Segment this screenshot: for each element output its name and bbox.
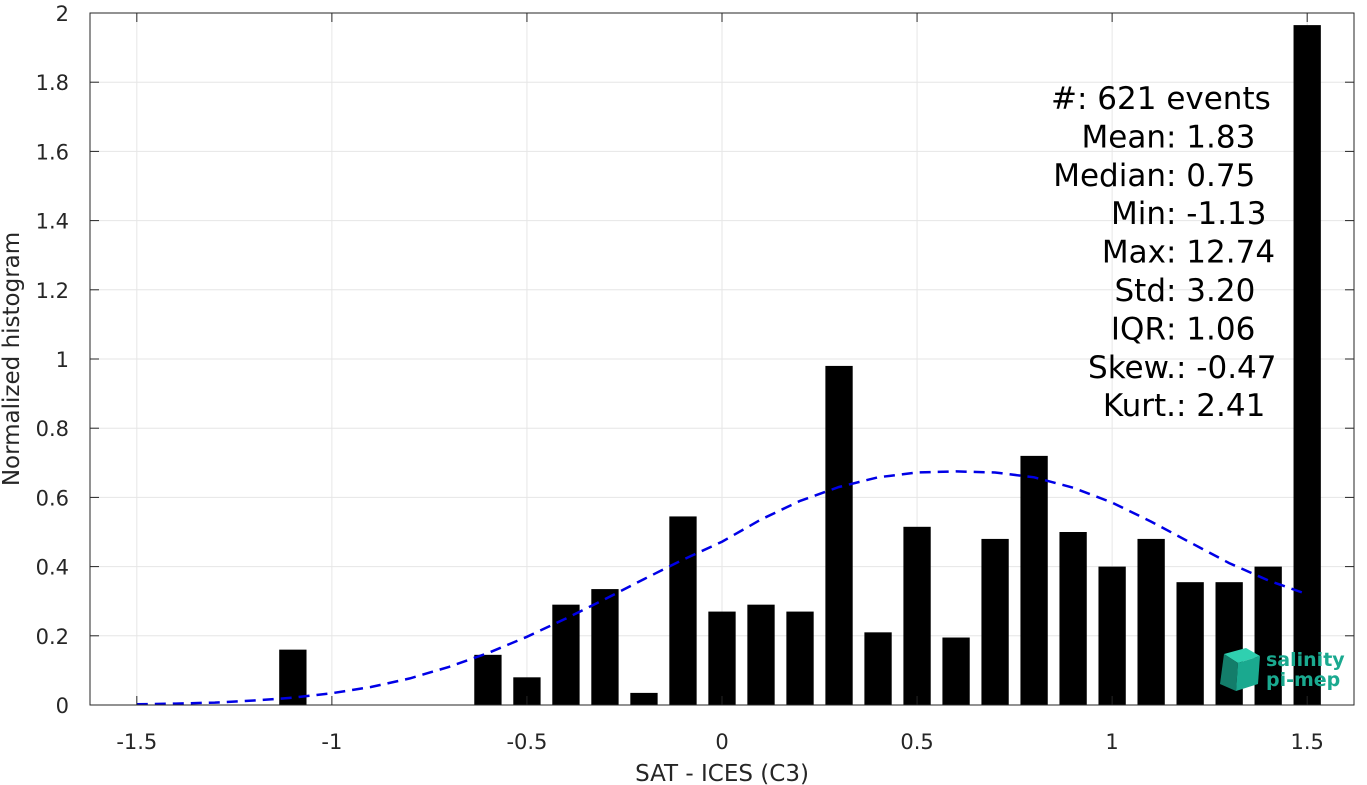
- logo-line2: pi-mep: [1266, 669, 1340, 691]
- histogram-bar: [825, 365, 853, 705]
- stat-value: : 1.06: [1166, 311, 1255, 347]
- y-tick-label: 1.4: [36, 210, 69, 234]
- stat-value: : 0.75: [1166, 158, 1255, 194]
- stat-value: : 621 events: [1077, 81, 1271, 117]
- stat-label: Std: [1114, 273, 1166, 309]
- histogram-bar: [474, 654, 502, 705]
- x-tick-label: 0: [715, 730, 728, 754]
- histogram-bar: [1020, 455, 1048, 705]
- y-tick-label: 1.6: [36, 140, 69, 164]
- stat-label: Skew.: [1088, 350, 1176, 386]
- histogram-bar: [864, 632, 892, 705]
- logo-line1: salinity: [1266, 649, 1345, 671]
- histogram-bar: [1098, 566, 1126, 705]
- histogram-bar: [1137, 538, 1165, 705]
- y-tick-labels: 0 0.2 0.4 0.6 0.8 1 1.2 1.4 1.6 1.8 2: [36, 2, 69, 718]
- y-tick-label: 0.6: [36, 486, 69, 510]
- histogram-bar: [942, 637, 970, 705]
- axis-ticks: [90, 12, 1354, 706]
- y-tick-label: 0.8: [36, 417, 69, 441]
- histogram-bar: [1254, 566, 1282, 705]
- stat-label: #: [1051, 81, 1077, 117]
- histogram-bar: [630, 692, 658, 705]
- stat-value: : -0.47: [1176, 350, 1277, 386]
- y-tick-label: 1.8: [36, 71, 69, 95]
- histogram-bar: [708, 611, 736, 705]
- histogram-bar: [903, 526, 931, 705]
- y-tick-label: 0: [56, 694, 69, 718]
- x-tick-label: 0.5: [900, 730, 933, 754]
- x-tick-label: -1.5: [116, 730, 157, 754]
- histogram-bar: [786, 611, 814, 705]
- histogram-bar: [591, 589, 619, 705]
- stat-label: Max: [1102, 235, 1166, 271]
- histogram-bar: [1176, 582, 1204, 705]
- stat-value: : 1.83: [1166, 119, 1255, 155]
- cube-logo-icon: [1220, 648, 1260, 691]
- stat-label: IQR: [1111, 311, 1166, 347]
- x-axis-label: SAT - ICES (C3): [635, 761, 809, 785]
- y-axis-label: Normalized histogram: [0, 232, 25, 486]
- stat-value: : 12.74: [1166, 235, 1275, 271]
- y-tick-label: 1: [56, 348, 69, 372]
- y-tick-label: 1.2: [36, 279, 69, 303]
- stat-label: Median: [1053, 158, 1166, 194]
- stat-value: : 2.41: [1176, 388, 1265, 424]
- histogram-bar: [981, 538, 1009, 705]
- histogram-bars: [279, 25, 1321, 706]
- stat-label: Min: [1111, 196, 1166, 232]
- histogram-bar: [1293, 25, 1321, 706]
- stat-label: Kurt.: [1103, 388, 1176, 424]
- y-tick-label: 2: [56, 2, 69, 26]
- x-tick-label: 1: [1105, 730, 1118, 754]
- x-tick-label: -1: [321, 730, 342, 754]
- gaussian-fit-curve: [136, 470, 1308, 706]
- histogram-bar: [552, 604, 580, 705]
- stat-label: Mean: [1082, 119, 1166, 155]
- y-tick-label: 0.4: [36, 556, 69, 580]
- histogram-bar: [747, 604, 775, 705]
- histogram-bar: [1059, 532, 1087, 705]
- x-tick-label: -0.5: [506, 730, 547, 754]
- x-tick-label: 1.5: [1290, 730, 1323, 754]
- salinity-pimep-logo: salinity pi-mep: [1220, 648, 1345, 691]
- y-tick-label: 0.2: [36, 625, 69, 649]
- x-tick-labels: -1.5 -1 -0.5 0 0.5 1 1.5: [116, 730, 1324, 754]
- histogram-bar: [669, 516, 697, 705]
- stat-value: : -1.13: [1166, 196, 1267, 232]
- stat-value: : 3.20: [1166, 273, 1255, 309]
